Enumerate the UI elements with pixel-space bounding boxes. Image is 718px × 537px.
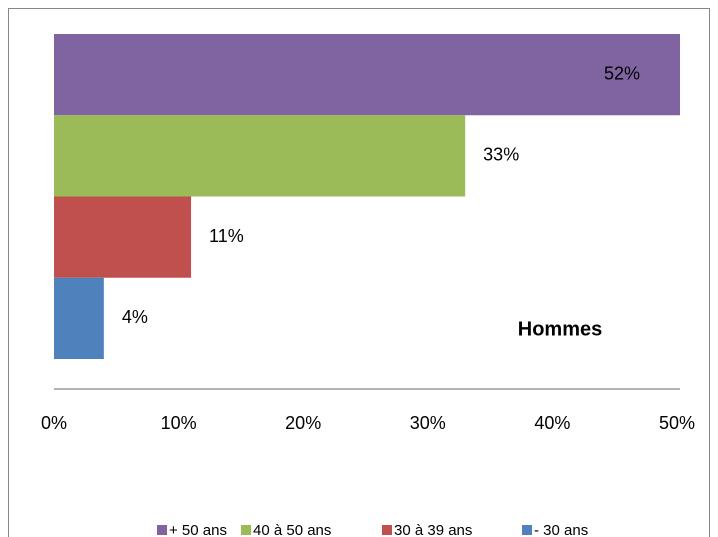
data-label: 52% [604, 63, 640, 83]
legend-marker [522, 525, 532, 535]
data-label: 33% [483, 145, 519, 165]
x-tick-label: 10% [161, 413, 197, 433]
x-tick-label: 0% [41, 413, 67, 433]
bar [54, 34, 680, 116]
x-tick-label: 30% [410, 413, 446, 433]
legend-marker [382, 525, 392, 535]
bar [54, 115, 466, 197]
x-tick-label: 40% [534, 413, 570, 433]
legend-label: 30 à 39 ans [394, 522, 472, 537]
data-label: 4% [122, 307, 148, 327]
x-tick-label: 20% [285, 413, 321, 433]
legend-label: 40 à 50 ans [253, 522, 331, 537]
bar [54, 277, 104, 359]
annotation: Hommes [518, 318, 602, 340]
bar [54, 196, 192, 278]
legend-label: - 30 ans [534, 522, 588, 537]
legend-marker [157, 525, 167, 535]
data-label: 11% [209, 226, 244, 246]
x-tick-label: 50% [659, 413, 695, 433]
legend-marker [241, 525, 251, 535]
legend-label: + 50 ans [169, 522, 227, 537]
